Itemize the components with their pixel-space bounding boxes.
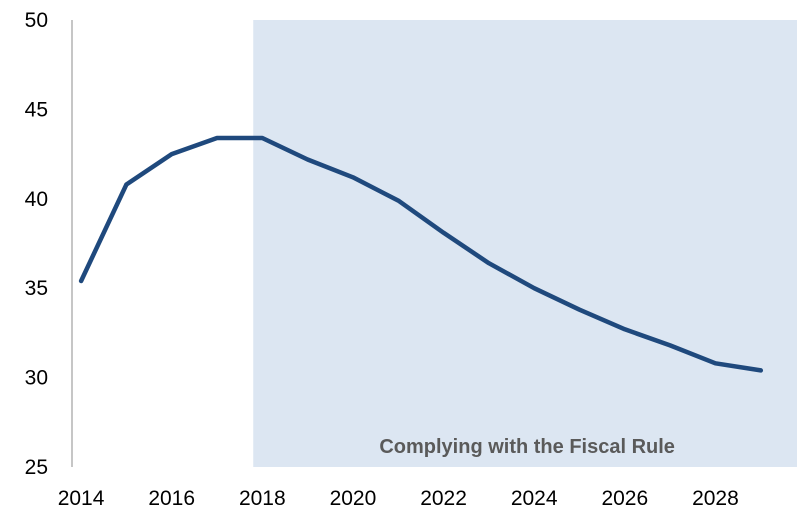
shaded-region-label: Complying with the Fiscal Rule xyxy=(379,436,675,458)
x-tick-label: 2024 xyxy=(511,487,558,510)
y-tick-label: 35 xyxy=(25,277,48,300)
x-tick-label: 2014 xyxy=(58,487,105,510)
x-tick-label: 2020 xyxy=(330,487,377,510)
series-line xyxy=(78,135,764,373)
x-tick-label: 2026 xyxy=(601,487,648,510)
y-tick-label: 25 xyxy=(25,456,48,479)
y-tick-label: 45 xyxy=(25,98,48,121)
fiscal-rule-shaded-region xyxy=(253,20,797,467)
x-axis-ticks: 2014 2016 2018 2020 2022 2024 2026 2028 xyxy=(58,487,739,510)
x-tick-label: 2028 xyxy=(692,487,739,510)
x-tick-label: 2016 xyxy=(148,487,195,510)
x-tick-label: 2022 xyxy=(420,487,467,510)
y-axis-ticks: 25 30 35 40 45 50 xyxy=(25,9,48,479)
y-tick-label: 50 xyxy=(25,9,48,32)
y-tick-label: 30 xyxy=(25,367,48,390)
y-tick-label: 40 xyxy=(25,188,48,211)
x-tick-label: 2018 xyxy=(239,487,286,510)
